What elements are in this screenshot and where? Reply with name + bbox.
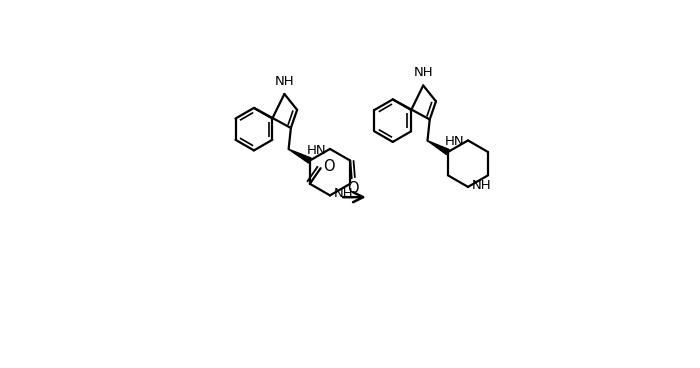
Text: O: O bbox=[347, 181, 359, 196]
Text: HN: HN bbox=[445, 135, 465, 148]
Polygon shape bbox=[428, 141, 449, 155]
Text: NH: NH bbox=[274, 75, 294, 88]
Text: NH: NH bbox=[471, 179, 491, 192]
Polygon shape bbox=[288, 149, 312, 163]
Text: NH: NH bbox=[333, 187, 353, 201]
Text: O: O bbox=[323, 159, 335, 174]
Text: HN: HN bbox=[307, 144, 327, 157]
Text: NH: NH bbox=[414, 66, 433, 79]
